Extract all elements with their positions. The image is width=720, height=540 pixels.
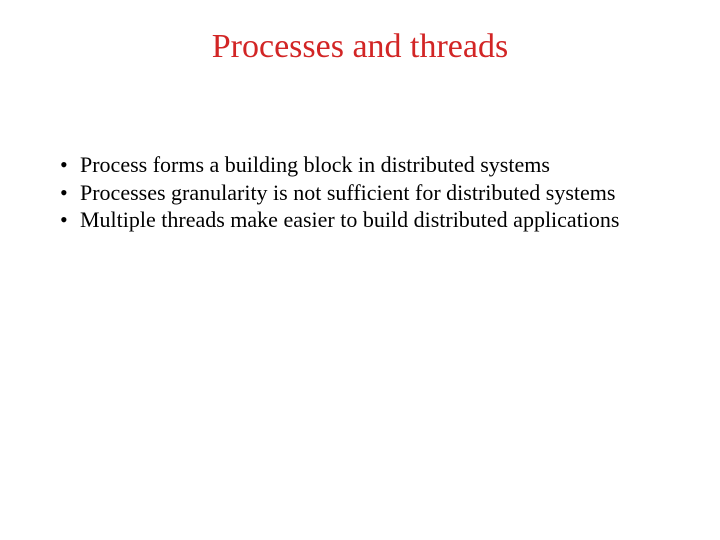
bullet-list: Process forms a building block in distri… (50, 151, 670, 234)
list-item: Multiple threads make easier to build di… (58, 206, 670, 234)
slide-container: Processes and threads Process forms a bu… (0, 0, 720, 540)
list-item: Process forms a building block in distri… (58, 151, 670, 179)
list-item: Processes granularity is not sufficient … (58, 179, 670, 207)
slide-title: Processes and threads (50, 28, 670, 66)
